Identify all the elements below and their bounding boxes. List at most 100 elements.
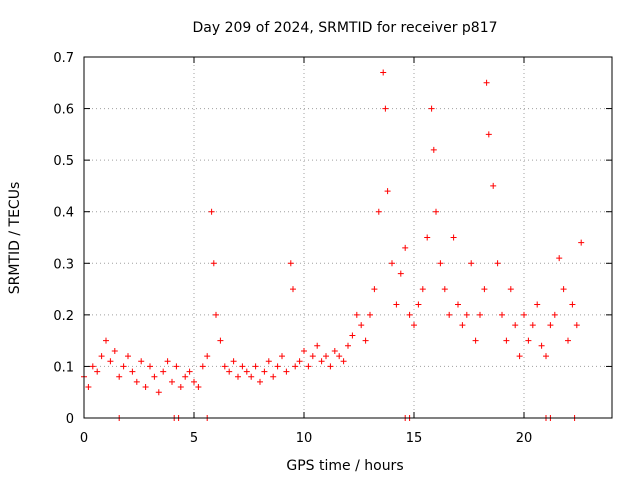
y-axis-label: SRMTID / TECUs xyxy=(7,182,23,295)
data-point xyxy=(248,373,255,380)
data-point xyxy=(89,363,96,370)
data-point xyxy=(397,270,404,277)
data-point xyxy=(230,358,237,365)
data-point xyxy=(384,188,391,195)
data-point xyxy=(358,322,365,329)
data-point xyxy=(177,384,184,391)
data-point xyxy=(402,244,409,251)
data-point xyxy=(472,337,479,344)
grid xyxy=(84,57,612,418)
data-point xyxy=(499,311,505,318)
data-point xyxy=(274,363,281,370)
data-point xyxy=(292,363,299,370)
data-point xyxy=(129,368,136,375)
data-point xyxy=(503,337,510,344)
data-point xyxy=(556,255,563,262)
y-tick-label: 0.4 xyxy=(53,206,74,221)
data-point xyxy=(318,358,325,365)
data-point xyxy=(199,363,206,370)
data-point xyxy=(573,322,580,329)
data-point xyxy=(235,373,241,380)
data-point xyxy=(411,322,417,329)
data-point xyxy=(382,105,389,112)
data-point xyxy=(477,311,483,318)
data-point xyxy=(133,378,140,385)
data-point xyxy=(468,260,475,267)
data-point xyxy=(543,353,549,360)
x-tick-label: 20 xyxy=(516,431,533,446)
chart-title: Day 209 of 2024, SRMTID for receiver p81… xyxy=(192,20,497,36)
data-point xyxy=(437,260,444,267)
data-point xyxy=(239,363,246,370)
data-point xyxy=(111,347,118,354)
data-point xyxy=(103,337,109,344)
data-point xyxy=(446,311,453,318)
data-point xyxy=(283,368,290,375)
data-point xyxy=(494,260,501,267)
y-tick-label: 0.2 xyxy=(53,309,74,324)
data-point xyxy=(151,373,158,380)
y-tick-label: 0.7 xyxy=(53,51,74,66)
data-point xyxy=(182,373,189,380)
data-point xyxy=(459,322,466,329)
data-point xyxy=(569,301,576,308)
data-point xyxy=(362,337,369,344)
data-point xyxy=(534,301,541,308)
data-point xyxy=(336,353,343,360)
y-tick-label: 0.6 xyxy=(53,103,74,118)
data-point xyxy=(169,378,175,385)
data-point xyxy=(270,373,277,380)
data-point xyxy=(287,260,294,267)
data-point xyxy=(155,389,162,396)
data-point xyxy=(147,363,153,370)
data-point xyxy=(516,353,523,360)
data-point xyxy=(309,353,316,360)
y-tick-label: 0.1 xyxy=(53,360,74,375)
data-point xyxy=(116,373,123,380)
y-tick-label: 0 xyxy=(66,412,74,427)
data-point xyxy=(367,311,373,318)
data-point xyxy=(463,311,470,318)
data-point xyxy=(565,337,571,344)
data-point xyxy=(483,79,490,86)
data-point xyxy=(252,363,259,370)
data-point xyxy=(371,286,378,293)
data-point xyxy=(353,311,360,318)
data-point xyxy=(243,368,250,375)
data-point xyxy=(507,286,514,293)
axis-ticks: 0 0.1 0.2 0.3 0.4 0.5 0.6 0.7 0 5 10 15 20 xyxy=(53,51,612,446)
data-point xyxy=(138,358,145,365)
data-point xyxy=(547,322,554,329)
data-point xyxy=(120,363,127,370)
data-point xyxy=(261,368,268,375)
data-point xyxy=(323,353,329,360)
x-tick-label: 0 xyxy=(80,431,88,446)
data-point xyxy=(424,234,431,241)
data-point xyxy=(186,368,193,375)
data-point xyxy=(551,311,558,318)
data-point xyxy=(578,239,585,246)
data-point xyxy=(340,358,347,365)
data-point xyxy=(94,368,101,375)
data-point xyxy=(481,286,488,293)
data-point xyxy=(125,353,131,360)
data-point xyxy=(226,368,233,375)
x-tick-label: 10 xyxy=(296,431,313,446)
y-tick-label: 0.5 xyxy=(53,154,74,169)
data-point xyxy=(560,286,567,293)
data-point xyxy=(160,368,167,375)
data-point xyxy=(173,363,180,370)
data-point xyxy=(142,384,149,391)
x-tick-label: 5 xyxy=(190,431,198,446)
data-point xyxy=(257,378,263,385)
data-point xyxy=(490,182,497,189)
data-point xyxy=(195,384,202,391)
data-point xyxy=(208,208,215,215)
data-point xyxy=(213,311,219,318)
data-point xyxy=(204,353,211,360)
plot-frame xyxy=(83,56,613,419)
data-point xyxy=(485,131,492,138)
data-point xyxy=(164,358,171,365)
data-point xyxy=(85,384,92,391)
